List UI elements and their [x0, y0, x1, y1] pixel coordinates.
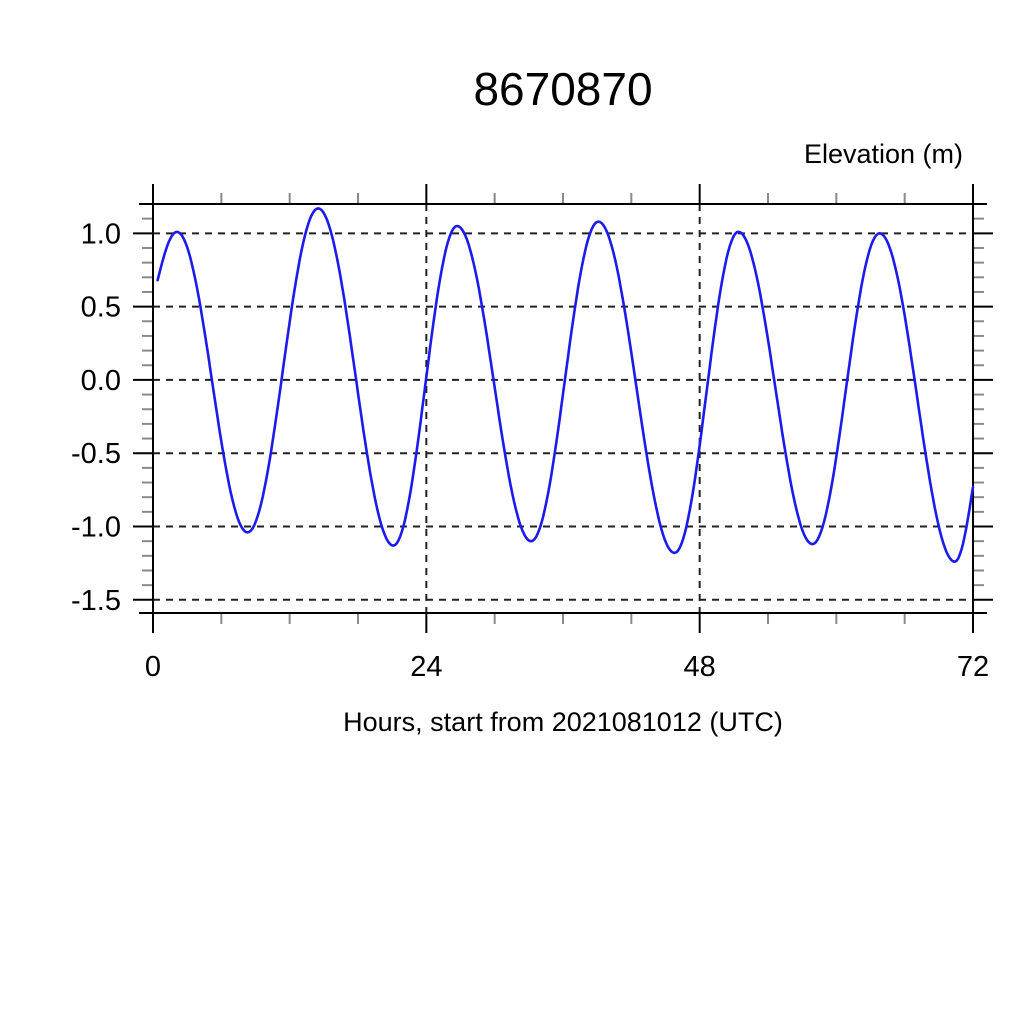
gridlines	[153, 204, 973, 613]
x-tick-label: 0	[145, 651, 161, 683]
tide-curve	[156, 207, 975, 563]
x-axis-label: Hours, start from 2021081012 (UTC)	[343, 707, 783, 737]
tide-curve-layer	[156, 207, 975, 563]
y-axis-unit-label: Elevation (m)	[804, 139, 963, 169]
y-tick-label: -0.5	[71, 438, 121, 470]
y-tick-label: 0.5	[81, 292, 121, 324]
y-tick-label: -1.0	[71, 512, 121, 544]
x-tick-label: 72	[957, 651, 989, 683]
x-tick-label: 24	[410, 651, 442, 683]
tick-labels: 0 24 48 72 1.0 0.5 0.0 -0.5 -1.0 -1.5	[71, 218, 989, 683]
chart-title: 8670870	[473, 63, 652, 115]
axis-ticks	[133, 184, 993, 633]
y-tick-label: 0.0	[81, 365, 121, 397]
plot-frame	[152, 203, 974, 614]
axes-frame	[152, 203, 974, 614]
y-tick-label: 1.0	[81, 218, 121, 250]
y-tick-label: -1.5	[71, 585, 121, 617]
x-tick-label: 48	[684, 651, 716, 683]
